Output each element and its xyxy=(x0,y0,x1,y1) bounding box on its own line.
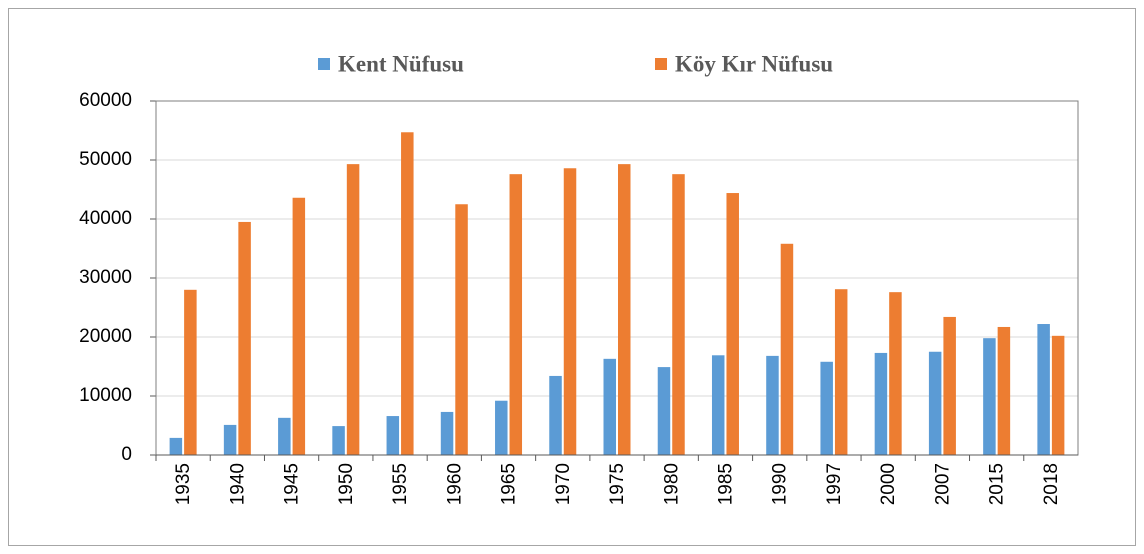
bar xyxy=(455,204,468,455)
y-tick-label: 20000 xyxy=(79,326,132,347)
bar xyxy=(603,358,616,455)
bar xyxy=(780,243,794,455)
bar xyxy=(834,289,848,455)
bar xyxy=(332,426,345,455)
bar xyxy=(184,289,197,455)
x-tick-label: 1960 xyxy=(444,463,465,505)
bar xyxy=(983,338,996,455)
bar xyxy=(386,416,400,455)
bar xyxy=(278,417,291,455)
bar xyxy=(563,168,577,455)
bar xyxy=(169,437,183,455)
bar xyxy=(711,355,725,455)
bar xyxy=(618,164,631,455)
bar xyxy=(820,361,833,455)
bar xyxy=(726,193,739,456)
bar xyxy=(1037,324,1050,455)
legend-swatch xyxy=(318,58,330,70)
bar xyxy=(401,132,414,455)
x-tick-label: 1997 xyxy=(824,463,845,505)
y-tick-label: 60000 xyxy=(79,90,132,111)
x-tick-label: 1990 xyxy=(770,463,791,505)
y-tick-label: 30000 xyxy=(79,267,132,288)
bar xyxy=(346,164,360,455)
bar xyxy=(928,351,942,455)
bar xyxy=(440,411,454,455)
x-tick-label: 1975 xyxy=(607,463,628,505)
x-tick-label: 1980 xyxy=(661,463,682,505)
bar xyxy=(495,400,508,455)
legend-label: Kent Nüfusu xyxy=(338,51,464,76)
x-tick-label: 1985 xyxy=(715,463,736,505)
x-tick-label: 2015 xyxy=(987,463,1008,505)
bar xyxy=(292,197,306,455)
x-tick-label: 1950 xyxy=(336,463,357,505)
y-tick-label: 40000 xyxy=(79,208,132,229)
x-tick-label: 1945 xyxy=(282,463,303,505)
y-tick-label: 10000 xyxy=(79,385,132,406)
x-tick-label: 1965 xyxy=(499,463,520,505)
bar xyxy=(766,355,779,455)
legend-label: Köy Kır Nüfusu xyxy=(675,51,833,76)
legend-swatch xyxy=(655,58,667,70)
bar xyxy=(943,316,956,455)
bar xyxy=(549,375,562,455)
bar xyxy=(657,367,671,455)
bar xyxy=(672,174,685,455)
bar xyxy=(997,326,1011,455)
bar xyxy=(223,424,237,455)
x-tick-label: 2018 xyxy=(1041,463,1062,505)
x-tick-label: 1970 xyxy=(553,463,574,505)
bar xyxy=(889,292,902,455)
x-tick-label: 1955 xyxy=(390,463,411,505)
bar xyxy=(1051,335,1065,455)
x-tick-label: 2007 xyxy=(932,463,953,505)
y-tick-label: 50000 xyxy=(79,149,132,170)
bar xyxy=(509,174,523,455)
bar xyxy=(874,352,888,455)
x-tick-label: 1935 xyxy=(173,463,194,505)
x-tick-label: 1940 xyxy=(227,463,248,505)
y-tick-label: 0 xyxy=(121,444,132,465)
bar xyxy=(238,221,251,455)
x-tick-label: 2000 xyxy=(878,463,899,505)
